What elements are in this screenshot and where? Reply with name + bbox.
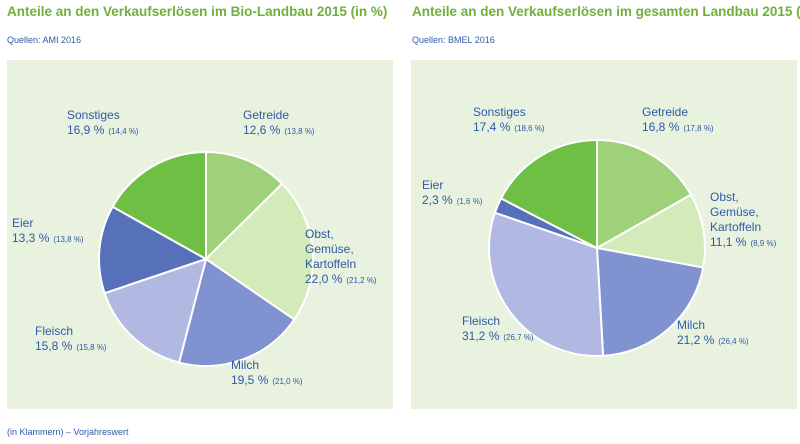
left-prev-value-eier: (13,8 %)	[53, 235, 84, 244]
left-prev-value-getreide: (13,8 %)	[284, 127, 315, 136]
right-label-fleisch-value: 31,2 % (26,7 %)	[462, 329, 534, 343]
right-label-getreide-name: Getreide	[642, 105, 688, 119]
right-prev-value-obst: (8,9 %)	[750, 239, 776, 248]
left-slice-getreide	[205, 151, 284, 260]
right-slice-fleisch	[488, 211, 605, 357]
right-value-milch: 21,2 %	[677, 333, 715, 347]
right-slice-getreide	[596, 139, 692, 249]
left-label-eier-name: Eier	[12, 216, 33, 230]
left-chart-panel: Getreide 12,6 % (13,8 %) Obst, Gemüse, Kartof…	[7, 60, 393, 409]
right-label-obst-name-3: Kartoffeln	[710, 220, 761, 234]
right-chart-source: Quellen: BMEL 2016	[412, 35, 495, 45]
left-label-obst-name-1: Obst,	[305, 227, 334, 241]
right-label-milch-name: Milch	[677, 318, 705, 332]
left-slice-eier	[98, 205, 207, 295]
left-value-fleisch: 15,8 %	[35, 339, 73, 353]
right-label-eier-value: 2,3 % (1,6 %)	[422, 193, 483, 207]
left-label-sonstiges-value: 16,9 % (14,4 %)	[67, 123, 139, 137]
left-label-fleisch-value: 15,8 % (15,8 %)	[35, 339, 107, 353]
right-value-fleisch: 31,2 %	[462, 329, 500, 343]
left-label-sonstiges-name: Sonstiges	[67, 108, 120, 122]
right-label-fleisch-name: Fleisch	[462, 314, 500, 328]
right-prev-value-getreide: (17,8 %)	[683, 124, 714, 133]
left-slice-milch	[178, 258, 296, 367]
right-value-sonstiges: 17,4 %	[473, 120, 511, 134]
right-prev-value-milch: (26,4 %)	[718, 337, 749, 346]
right-prev-value-sonstiges: (18,6 %)	[514, 124, 545, 133]
left-label-getreide-name: Getreide	[243, 108, 289, 122]
footnote: (in Klammern) – Vorjahreswert	[7, 427, 129, 437]
left-prev-value-fleisch: (15,8 %)	[76, 343, 107, 352]
left-value-getreide: 12,6 %	[243, 123, 281, 137]
left-value-sonstiges: 16,9 %	[67, 123, 105, 137]
right-value-getreide: 16,8 %	[642, 120, 680, 134]
left-value-eier: 13,3 %	[12, 231, 50, 245]
right-label-sonstiges-value: 17,4 % (18,6 %)	[473, 120, 545, 134]
right-label-obst-name-1: Obst,	[710, 190, 739, 204]
right-label-milch-value: 21,2 % (26,4 %)	[677, 333, 749, 347]
right-chart-title: Anteile an den Verkaufserlösen im gesamt…	[412, 4, 800, 19]
right-label-obst-value: 11,1 % (8,9 %)	[710, 235, 777, 249]
right-label-sonstiges-name: Sonstiges	[473, 105, 526, 119]
left-label-getreide-value: 12,6 % (13,8 %)	[243, 123, 315, 137]
left-prev-value-sonstiges: (14,4 %)	[108, 127, 139, 136]
right-label-eier-name: Eier	[422, 178, 443, 192]
left-label-milch-name: Milch	[231, 358, 259, 372]
left-chart-source: Quellen: AMI 2016	[7, 35, 82, 45]
right-label-getreide-value: 16,8 % (17,8 %)	[642, 120, 714, 134]
left-label-obst-name-3: Kartoffeln	[305, 257, 356, 271]
right-slice-obst	[596, 193, 706, 269]
right-slice-sonstiges	[500, 139, 598, 249]
right-prev-value-fleisch: (26,7 %)	[503, 333, 534, 342]
left-slice-obst	[205, 182, 314, 321]
right-prev-value-eier: (1,6 %)	[457, 197, 483, 206]
left-value-obst: 22,0 %	[305, 272, 343, 286]
left-label-fleisch-name: Fleisch	[35, 324, 73, 338]
left-label-eier-value: 13,3 % (13,8 %)	[12, 231, 84, 245]
left-label-milch-value: 19,5 % (21,0 %)	[231, 373, 303, 387]
left-label-obst-name-2: Gemüse,	[305, 242, 354, 256]
left-slice-sonstiges	[111, 151, 207, 260]
left-label-obst-value: 22,0 % (21,2 %)	[305, 272, 377, 286]
left-chart-title: Anteile an den Verkaufserlösen im Bio-La…	[7, 4, 388, 19]
right-value-obst: 11,1 %	[710, 235, 747, 249]
left-prev-value-milch: (21,0 %)	[272, 377, 303, 386]
right-slice-milch	[596, 247, 705, 357]
left-value-milch: 19,5 %	[231, 373, 269, 387]
right-label-obst-name-2: Gemüse,	[710, 205, 759, 219]
left-prev-value-obst: (21,2 %)	[346, 276, 377, 285]
right-value-eier: 2,3 %	[422, 193, 453, 207]
right-chart-panel: Getreide 16,8 % (17,8 %) Obst, Gemüse, Kartof…	[411, 60, 797, 409]
